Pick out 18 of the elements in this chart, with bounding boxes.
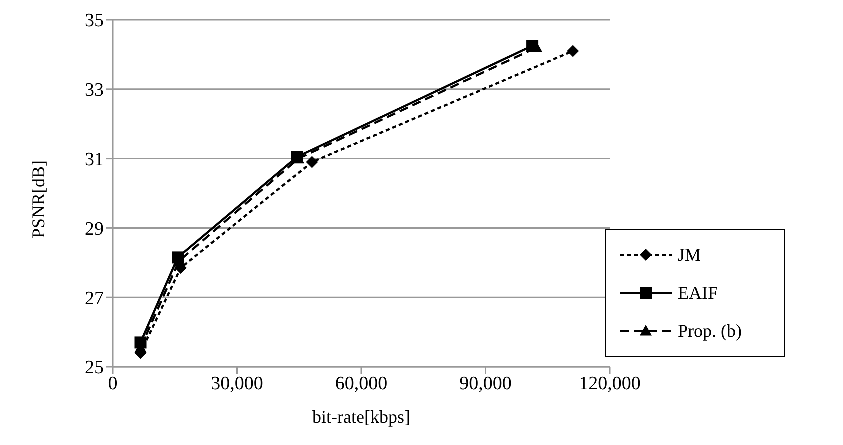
y-tick-label: 25	[85, 358, 104, 379]
x-tick-label: 90,000	[460, 373, 512, 394]
y-tick-label: 27	[85, 288, 104, 310]
x-tick-label: 30,000	[211, 373, 264, 394]
x-axis-title: bit-rate[kbps]	[312, 407, 410, 427]
legend-label: Prop. (b)	[678, 320, 742, 342]
y-tick-label: 31	[85, 150, 104, 171]
legend-label: JM	[678, 244, 702, 266]
point	[306, 156, 318, 168]
x-tick-label: 0	[108, 373, 118, 394]
legend-label: EAIF	[678, 282, 718, 304]
y-tick-label: 35	[85, 10, 104, 32]
x-tick-label: 120,000	[579, 373, 641, 394]
y-tick-label: 33	[85, 80, 104, 102]
point	[567, 45, 580, 58]
x-tick-label: 60,000	[335, 373, 388, 394]
y-axis-title: PSNR[dB]	[28, 160, 48, 238]
y-tick-label: 29	[85, 218, 104, 240]
